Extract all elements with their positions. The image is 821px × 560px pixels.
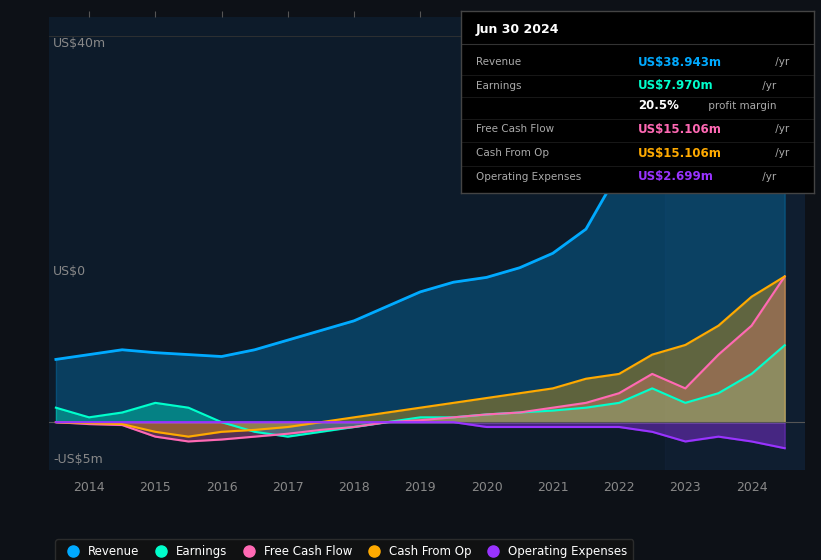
Text: /yr: /yr xyxy=(772,57,789,67)
Text: Free Cash Flow: Free Cash Flow xyxy=(475,124,553,134)
Text: /yr: /yr xyxy=(759,172,776,182)
Text: /yr: /yr xyxy=(759,81,776,91)
Text: US$38.943m: US$38.943m xyxy=(638,55,722,69)
Text: Operating Expenses: Operating Expenses xyxy=(475,172,580,182)
Text: US$40m: US$40m xyxy=(53,37,106,50)
Legend: Revenue, Earnings, Free Cash Flow, Cash From Op, Operating Expenses: Revenue, Earnings, Free Cash Flow, Cash … xyxy=(55,539,633,560)
Text: profit margin: profit margin xyxy=(705,101,777,111)
Text: US$15.106m: US$15.106m xyxy=(638,147,722,160)
Text: /yr: /yr xyxy=(772,148,789,158)
Text: US$0: US$0 xyxy=(53,265,86,278)
Text: Earnings: Earnings xyxy=(475,81,521,91)
Text: Jun 30 2024: Jun 30 2024 xyxy=(475,23,559,36)
Text: Revenue: Revenue xyxy=(475,57,521,67)
Text: 20.5%: 20.5% xyxy=(638,99,679,113)
Text: US$2.699m: US$2.699m xyxy=(638,170,713,183)
Text: /yr: /yr xyxy=(772,124,789,134)
Bar xyxy=(666,17,805,470)
Text: -US$5m: -US$5m xyxy=(53,452,103,465)
Text: US$7.970m: US$7.970m xyxy=(638,80,713,92)
Text: US$15.106m: US$15.106m xyxy=(638,123,722,136)
Text: Cash From Op: Cash From Op xyxy=(475,148,548,158)
